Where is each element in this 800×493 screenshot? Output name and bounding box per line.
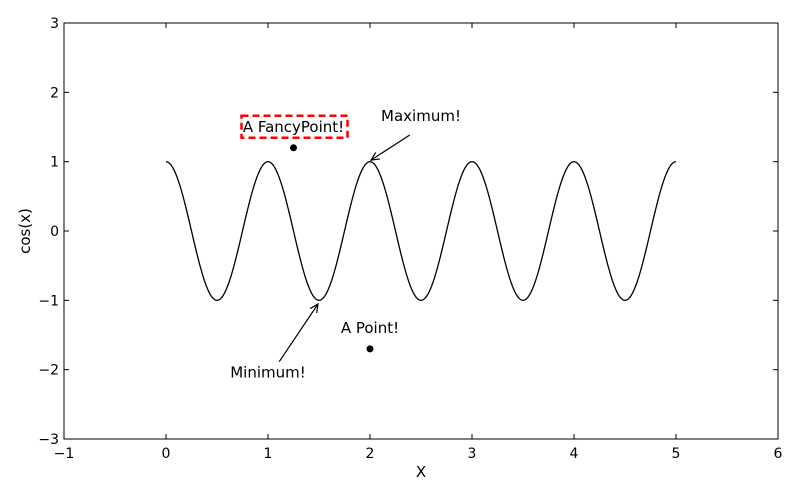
data-point bbox=[366, 345, 374, 353]
annotation-arrowhead bbox=[369, 152, 381, 161]
annotations: Maximum! Minimum! bbox=[230, 107, 461, 382]
y-tick-label: −3 bbox=[38, 432, 59, 448]
annotation-arrow bbox=[278, 303, 319, 363]
y-tick-label: 2 bbox=[50, 85, 59, 101]
y-tick-label: 0 bbox=[50, 224, 59, 240]
x-tick-labels: −1 0 1 2 3 4 5 6 bbox=[54, 446, 783, 462]
x-tick-label: 4 bbox=[570, 446, 579, 462]
x-tick-label: 3 bbox=[468, 446, 477, 462]
x-tick-label: 6 bbox=[774, 446, 783, 462]
cosine-curve bbox=[165, 161, 677, 301]
annotation-arrow bbox=[370, 134, 411, 161]
data-point bbox=[290, 144, 297, 152]
x-tick-label: 5 bbox=[672, 446, 681, 462]
axis-ticks bbox=[63, 22, 779, 440]
x-axis-label: X bbox=[416, 463, 426, 481]
x-tick-label: −1 bbox=[54, 446, 75, 462]
x-tick-label: 1 bbox=[264, 446, 273, 462]
annotation-text: Minimum! bbox=[230, 364, 306, 382]
x-tick-label: 0 bbox=[162, 446, 171, 462]
scatter-points: A FancyPoint! A Point! bbox=[240, 114, 399, 353]
y-tick-label: 3 bbox=[50, 16, 59, 32]
y-axis-label: cos(x) bbox=[16, 208, 34, 254]
plot-area bbox=[63, 22, 779, 440]
y-tick-label: 1 bbox=[50, 155, 59, 171]
x-tick-label: 2 bbox=[366, 446, 375, 462]
y-tick-label: −2 bbox=[38, 363, 59, 379]
point-label: A FancyPoint! bbox=[243, 118, 344, 136]
point-label: A Point! bbox=[341, 319, 399, 337]
y-tick-labels: −3 −2 −1 0 1 2 3 bbox=[38, 16, 59, 448]
point-label-box bbox=[240, 114, 349, 140]
y-tick-label: −1 bbox=[38, 293, 59, 309]
annotation-text: Maximum! bbox=[381, 107, 461, 125]
annotation-arrowhead bbox=[309, 302, 319, 314]
